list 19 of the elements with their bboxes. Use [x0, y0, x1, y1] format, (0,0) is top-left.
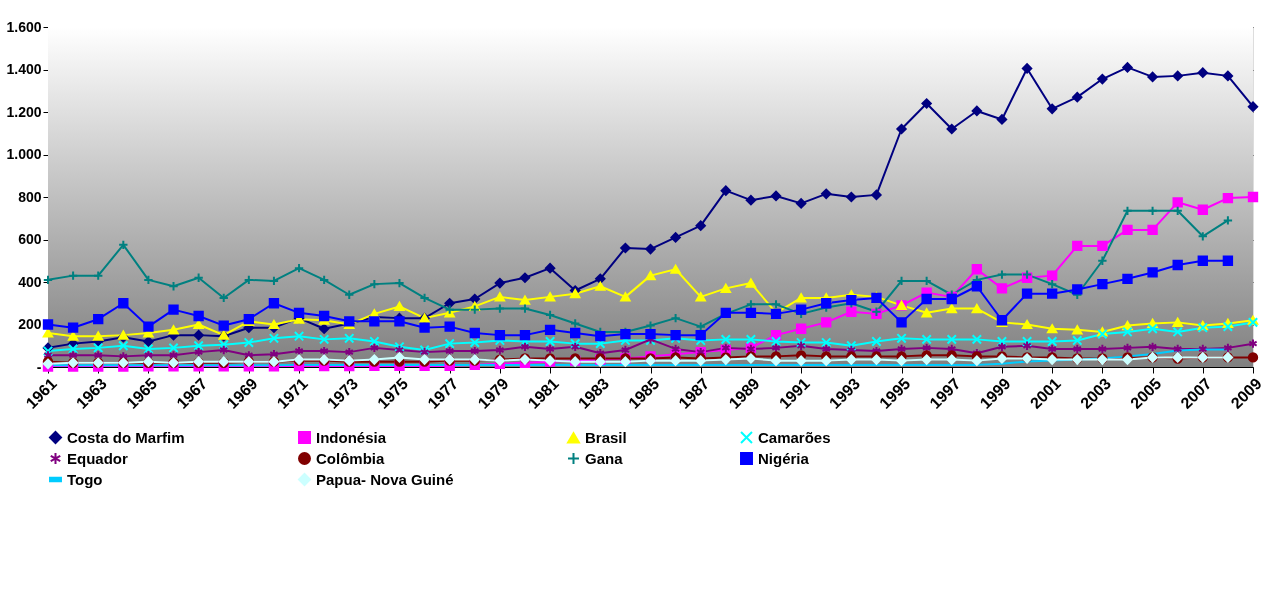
- legend-label: Nigéria: [758, 449, 810, 467]
- y-tick-label: 1.200: [6, 103, 42, 120]
- legend-label: Indonésia: [316, 428, 387, 446]
- y-tick-label: 200: [18, 316, 42, 332]
- y-tick-label: 400: [18, 273, 42, 290]
- y-tick-label: 600: [18, 231, 42, 247]
- legend-label: Papua- Nova Guiné: [316, 470, 454, 488]
- legend-label: Camarões: [758, 428, 831, 446]
- y-tick-label: 1.600: [6, 18, 42, 35]
- legend-label: Gana: [585, 449, 624, 467]
- legend-label: Brasil: [585, 428, 627, 446]
- y-tick-label: 1.400: [6, 61, 42, 77]
- legend-label: Costa do Marfim: [67, 428, 185, 446]
- y-tick-label: -: [36, 358, 42, 375]
- y-tick-label: 1.000: [6, 146, 42, 162]
- y-tick-label: 800: [18, 188, 42, 205]
- legend-label: Colômbia: [316, 449, 385, 467]
- legend-label: Togo: [67, 470, 103, 488]
- legend-label: Equador: [67, 449, 128, 467]
